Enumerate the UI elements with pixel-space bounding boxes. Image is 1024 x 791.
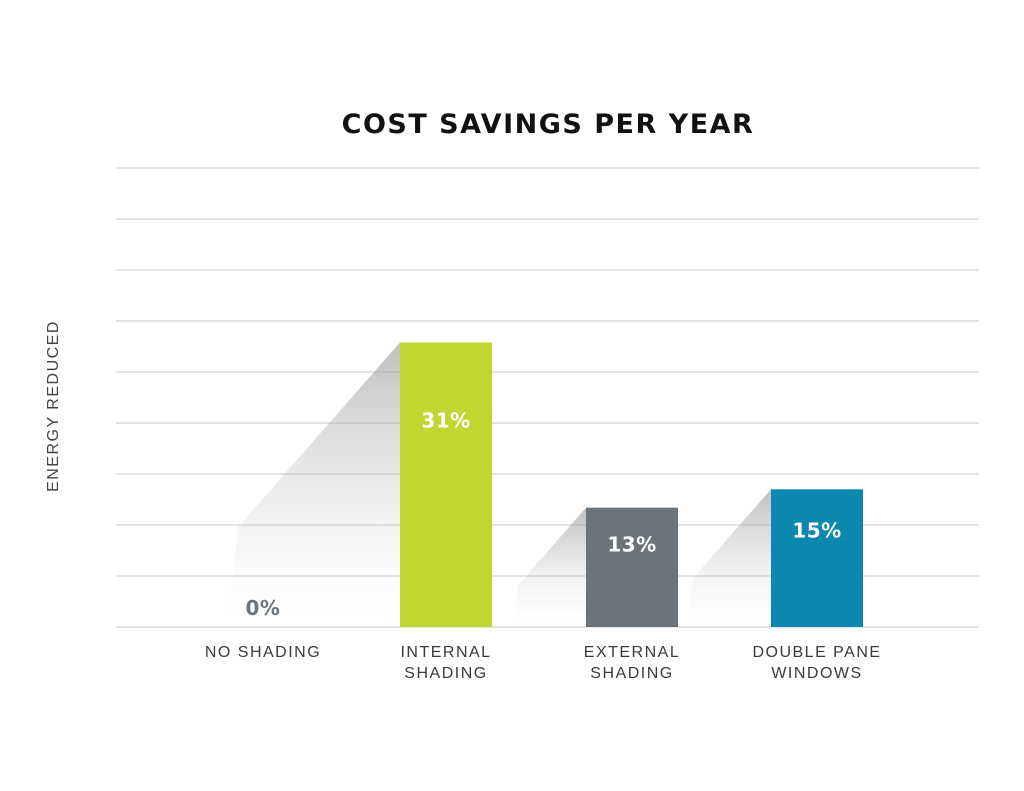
category-label: SHADING xyxy=(590,665,673,682)
data-label: 0% xyxy=(246,596,281,620)
bar-shadows xyxy=(229,342,771,622)
data-label: 31% xyxy=(421,409,470,433)
category-label: WINDOWS xyxy=(771,665,862,682)
category-labels: NO SHADING INTERNAL SHADING EXTERNAL SHADING… xyxy=(205,644,881,682)
data-labels: 0% 31% 13% 15% xyxy=(246,409,842,620)
y-axis-label: ENERGY REDUCED xyxy=(45,320,62,492)
bar xyxy=(400,342,492,627)
data-label: 15% xyxy=(792,519,841,543)
bars xyxy=(400,342,863,627)
category-label: NO SHADING xyxy=(205,644,321,661)
category-label: EXTERNAL xyxy=(584,644,680,661)
bar-shadow xyxy=(229,342,400,617)
bar-shadow xyxy=(514,507,586,622)
chart-title: COST SAVINGS PER YEAR xyxy=(342,109,755,140)
category-label: INTERNAL xyxy=(400,644,491,661)
data-label: 13% xyxy=(607,532,656,556)
bar xyxy=(771,489,863,627)
category-label: DOUBLE PANE xyxy=(752,644,881,661)
category-label: SHADING xyxy=(404,665,487,682)
bar xyxy=(586,507,678,627)
bar-shadow xyxy=(688,489,771,621)
